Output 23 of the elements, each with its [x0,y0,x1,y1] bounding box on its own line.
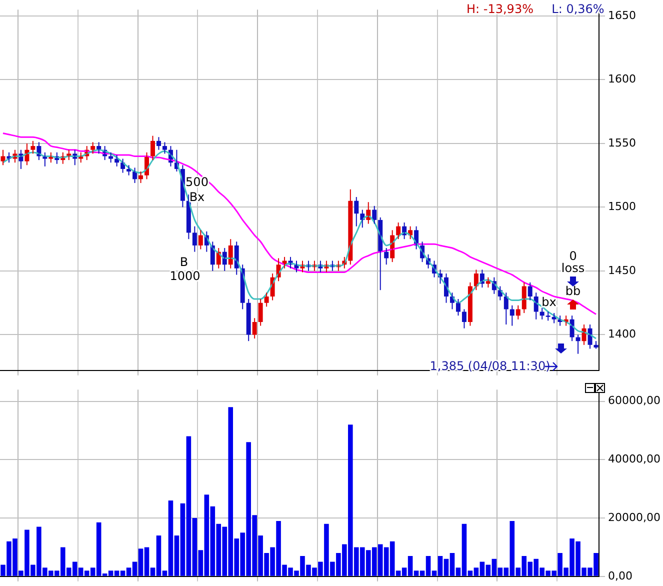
candlestick [546,311,550,322]
y-tick-label: 1550 [608,136,636,150]
annotation: 1,385 (04/08 11:30) [430,359,550,374]
annotation: Bx [189,190,205,204]
y-tick-label: 1450 [608,264,636,277]
y-tick-label: 1400 [608,328,636,341]
candlestick [108,152,114,164]
annotation: loss [561,261,585,276]
y-tick-label: 40000,00 [608,452,660,466]
annotation: 500 [186,175,208,190]
y-tick-label: 1600 [608,72,636,86]
annotation: B [180,255,188,270]
y-tick-label: 20000,00 [608,510,660,524]
annotation: L: 0,36% [552,2,604,16]
annotation: 0 [569,249,577,264]
annotation: H: -13,93% [466,2,534,16]
annotation: 1000 [170,269,200,284]
annotation: bb [565,284,581,298]
annotation: bx [542,295,556,310]
y-tick-label: 1500 [608,200,636,214]
y-tick-label: 0,00 [608,569,632,582]
y-tick-label: 60000,00 [608,394,660,408]
y-tick-label: 1650 [608,8,636,22]
